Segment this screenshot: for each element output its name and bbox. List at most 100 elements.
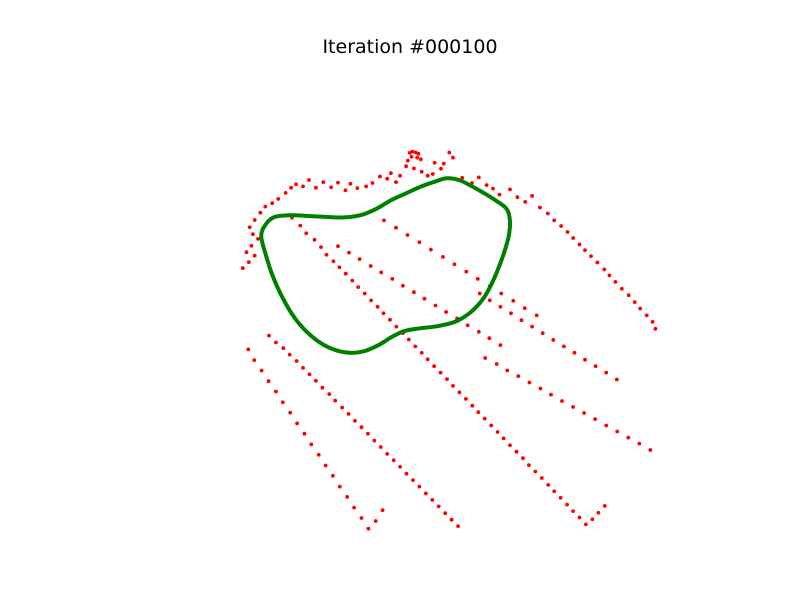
scatter-point [362,291,367,296]
scatter-point [385,176,390,181]
scatter-point [558,495,563,500]
scatter-point [464,397,468,401]
scatter-point [280,400,285,405]
scatter-point [491,186,495,191]
scatter-point [593,364,598,369]
scatter-point [309,442,314,447]
scatter-point [590,517,595,522]
scatter-point [470,403,475,408]
scatter-point [417,240,422,245]
scatter-point [549,392,553,397]
scatter-point [424,491,428,496]
scatter-point [604,423,609,428]
scatter-point [406,337,411,342]
scatter-point [256,237,260,241]
scatter-point [258,210,263,215]
scatter-point [464,269,469,274]
scatter-point [509,311,513,316]
scatter-point [409,154,414,159]
scatter-point [615,429,620,434]
scatter-point [331,473,335,478]
scatter-point [337,265,342,270]
scatter-point [417,484,422,489]
scatter-point [382,218,386,223]
scatter-point [267,333,271,338]
scatter-point [283,191,288,195]
scatter-point [613,280,618,284]
scatter-point [244,250,249,255]
scatter-point [289,185,293,190]
scatter-point [247,225,252,230]
scatter-point [274,340,278,345]
scatter-point [419,350,424,355]
scatter-point [552,218,557,223]
scatter-point [366,526,371,531]
scatter-point [372,438,377,443]
scatter-point [626,435,631,440]
scatter-point [560,399,564,403]
scatter-point [274,389,278,394]
scatter-point [451,155,455,160]
scatter-point [394,324,399,329]
scatter-point [340,405,344,410]
scatter-point [343,271,348,276]
scatter-point [538,205,542,210]
scatter-point [353,418,357,423]
scatter-point [336,180,340,185]
scatter-point [294,182,298,187]
scatter-point [370,181,375,185]
scatter-point [577,515,582,520]
scatter-point [287,352,292,357]
scatter-point [422,296,427,301]
scatter-point [501,436,506,441]
scatter-point [637,441,642,446]
scatter-point [487,336,492,341]
scatter-point [441,161,446,166]
scatter-point [476,175,481,180]
scatter-point [477,291,482,296]
scatter-point [430,172,435,176]
scatter-point [270,201,275,206]
scatter-point [562,344,566,349]
scatter-point [288,410,293,415]
scatter-point [346,412,351,416]
scatter-point [276,197,281,201]
scatter-point [444,310,448,314]
scatter-point [336,244,340,249]
scatter-point [498,343,503,347]
scatter-point [263,204,268,209]
scatter-point [425,357,430,362]
scatter-point [538,386,543,391]
scatter-point [390,277,395,281]
scatter-point [565,502,569,507]
scatter-point [475,277,480,281]
scatter-point [385,452,390,456]
chart-title: Iteration #000100 [322,36,497,58]
scatter-point [571,509,575,513]
scatter-point [432,160,437,165]
scatter-point [571,405,575,409]
scatter-point [381,311,386,316]
scatter-point [487,298,492,303]
scatter-point [406,158,410,163]
scatter-point [404,164,408,169]
scatter-point [521,456,525,461]
scatter-point [298,223,303,228]
scatter-point [368,264,373,268]
scatter-point [259,368,264,373]
scatter-point [443,511,448,516]
scatter-point [412,290,416,295]
scatter-point [246,260,251,264]
scatter-point [451,384,455,388]
scatter-point [369,298,373,303]
scatter-point [394,225,398,230]
scatter-point [389,171,393,176]
scatter-point [375,304,380,309]
scatter-point [331,259,336,264]
scatter-point [447,150,452,155]
scatter-point [559,224,563,228]
scatter-point [583,357,587,362]
scatter-point [497,192,502,197]
scatter-point [281,346,286,350]
scatter-point [638,306,643,311]
